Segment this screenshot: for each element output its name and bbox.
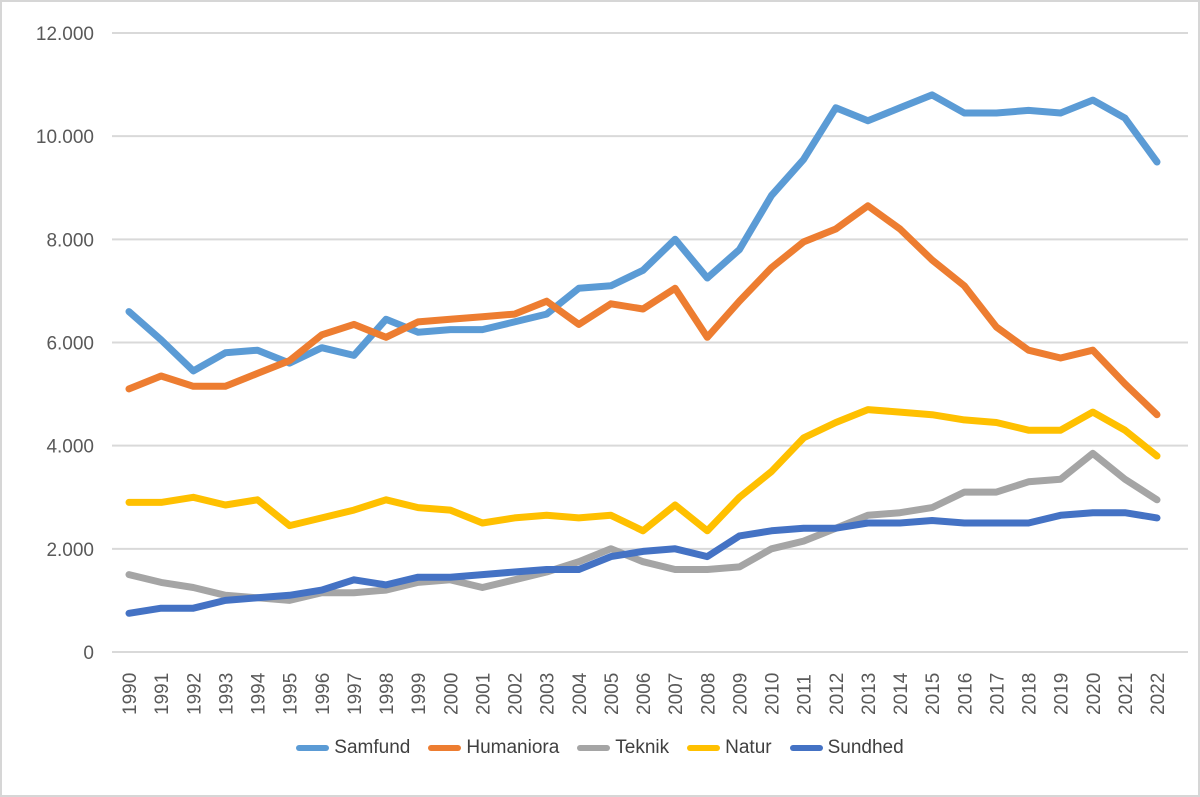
x-axis-tick-label: 2009 [730, 673, 751, 715]
y-axis-tick-label: 0 [83, 643, 94, 664]
x-axis-tick-label: 1990 [120, 673, 141, 715]
x-axis-tick-label: 2018 [1020, 673, 1041, 715]
series-line-humaniora [125, 202, 1161, 419]
x-axis-tick-label: 2021 [1116, 673, 1137, 715]
legend-swatch-natur [687, 744, 721, 751]
legend-item-sundhed: Sundhed [789, 737, 904, 758]
x-axis-tick-label: 1992 [184, 673, 205, 715]
x-axis-tick-label: 2001 [473, 673, 494, 715]
chart-legend: Samfund Humaniora Teknik Natur Sundhed [2, 738, 1198, 757]
x-axis-tick-label: 2010 [763, 673, 784, 715]
legend-swatch-teknik [577, 744, 611, 751]
y-axis-tick-label: 4.000 [46, 437, 94, 458]
x-axis-tick-label: 2015 [923, 673, 944, 715]
legend-swatch-humaniora [428, 744, 462, 751]
legend-item-natur: Natur [687, 737, 772, 758]
legend-label: Sundhed [827, 737, 904, 758]
legend-label: Natur [725, 737, 772, 758]
legend-item-teknik: Teknik [577, 738, 669, 757]
legend-item-samfund: Samfund [296, 738, 410, 757]
legend-swatch-sundhed [789, 744, 823, 751]
legend-item-humaniora: Humaniora [428, 738, 559, 757]
x-axis-tick-label: 2004 [570, 672, 591, 715]
x-axis-tick-label: 2019 [1052, 673, 1073, 715]
legend-label: Teknik [615, 737, 670, 758]
x-axis-tick-label: 2006 [634, 673, 655, 715]
x-axis-tick-label: 2008 [698, 673, 719, 715]
x-axis-tick-label: 1991 [152, 673, 173, 715]
x-axis-tick-label: 2000 [441, 673, 462, 715]
x-axis-tick-label: 2022 [1148, 673, 1169, 715]
x-axis-tick-label: 1994 [249, 672, 270, 715]
series-line-natur [125, 406, 1161, 535]
legend-label: Samfund [334, 737, 411, 758]
x-axis-tick-label: 2007 [666, 673, 687, 715]
x-axis-tick-label: 2014 [891, 672, 912, 715]
y-axis-tick-label: 6.000 [46, 334, 94, 355]
y-axis-tick-label: 10.000 [36, 127, 94, 148]
x-axis-tick-label: 2003 [538, 673, 559, 715]
x-axis-tick-label: 2011 [795, 674, 816, 715]
x-axis-tick-label: 2012 [827, 673, 848, 715]
x-axis-tick-label: 1998 [377, 673, 398, 715]
x-axis-tick-label: 1993 [216, 673, 237, 715]
y-axis-tick-label: 8.000 [46, 230, 94, 251]
series-line-teknik [125, 449, 1161, 604]
x-axis-tick-label: 2020 [1084, 673, 1105, 715]
legend-label: Humaniora [466, 737, 560, 758]
x-axis-tick-label: 2016 [955, 673, 976, 715]
x-axis-tick-label: 1995 [281, 673, 302, 715]
x-axis-tick-label: 2002 [506, 673, 527, 715]
y-axis-tick-label: 2.000 [46, 540, 94, 561]
x-axis-tick-label: 1997 [345, 673, 366, 715]
x-axis-tick-label: 1999 [409, 673, 430, 715]
x-axis-tick-label: 2017 [987, 673, 1008, 715]
x-axis-tick-label: 2005 [602, 673, 623, 715]
y-axis-tick-label: 12.000 [36, 24, 94, 45]
series-line-sundhed [125, 509, 1161, 617]
legend-swatch-samfund [296, 744, 330, 751]
x-axis-tick-label: 2013 [859, 673, 880, 715]
x-axis-tick-label: 1996 [313, 673, 334, 715]
series-line-samfund [125, 91, 1161, 375]
